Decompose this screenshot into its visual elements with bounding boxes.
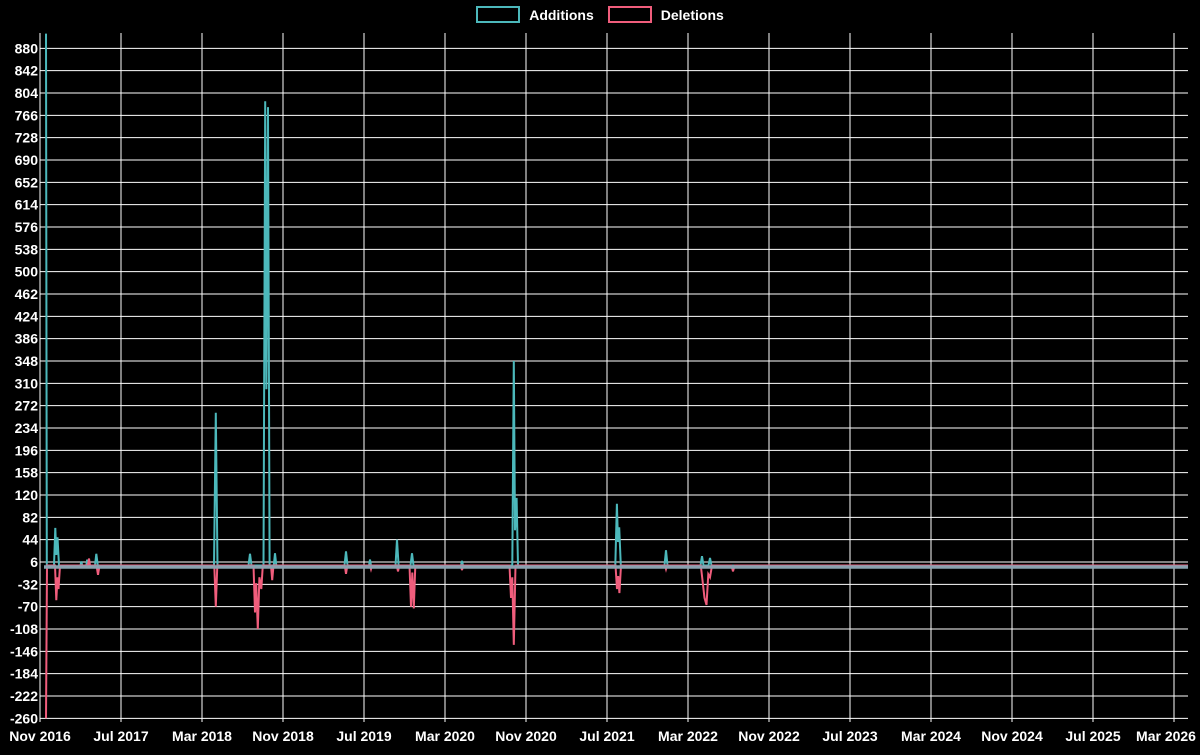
additions-swatch-icon <box>476 6 521 23</box>
x-tick-label: Nov 2022 <box>738 728 800 744</box>
legend-label-additions: Additions <box>529 6 594 23</box>
y-tick-label: 158 <box>15 465 39 481</box>
gridlines <box>39 33 1188 722</box>
y-tick-label: 576 <box>15 219 39 235</box>
x-tick-label: Nov 2020 <box>495 728 557 744</box>
y-tick-label: 82 <box>22 509 38 525</box>
y-tick-label: 44 <box>22 532 38 548</box>
legend-label-deletions: Deletions <box>660 6 724 23</box>
deletions-swatch-icon <box>607 6 652 23</box>
y-tick-label: 728 <box>15 130 39 146</box>
deletions-line <box>45 558 1188 719</box>
y-tick-label: 6 <box>30 554 38 570</box>
x-tick-label: Mar 2026 <box>1136 728 1196 744</box>
y-tick-label: -70 <box>18 599 38 615</box>
y-tick-label: 234 <box>15 420 39 436</box>
y-tick-label: -108 <box>10 621 38 637</box>
axis-labels: 880 842 804 766 728 690 652 614 576 538 500 462 424 3… <box>9 40 1196 744</box>
y-tick-label: 272 <box>15 398 39 414</box>
y-tick-label: -184 <box>10 666 38 682</box>
y-tick-label: 120 <box>15 487 39 503</box>
y-tick-label: 538 <box>15 241 39 257</box>
y-tick-label: 690 <box>15 152 39 168</box>
x-tick-label: Mar 2018 <box>172 728 232 744</box>
legend-item-additions[interactable]: Additions <box>476 6 594 23</box>
x-tick-label: Mar 2024 <box>901 728 961 744</box>
y-tick-label: 386 <box>15 331 39 347</box>
y-tick-label: 196 <box>15 442 39 458</box>
y-tick-label: 310 <box>15 375 39 391</box>
y-tick-label: 424 <box>15 308 39 324</box>
x-tick-label: Jul 2019 <box>336 728 391 744</box>
y-tick-label: 804 <box>15 85 39 101</box>
x-tick-label: Nov 2018 <box>252 728 314 744</box>
y-tick-label: 766 <box>15 107 39 123</box>
y-tick-label: -32 <box>18 576 38 592</box>
legend-item-deletions[interactable]: Deletions <box>607 6 724 23</box>
legend: Additions Deletions <box>0 6 1200 23</box>
y-tick-label: 842 <box>15 63 39 79</box>
x-tick-label: Jul 2021 <box>579 728 634 744</box>
y-tick-label: 652 <box>15 174 39 190</box>
additions-line <box>45 33 1188 567</box>
x-tick-label: Nov 2024 <box>981 728 1043 744</box>
x-tick-label: Nov 2016 <box>9 728 71 744</box>
y-tick-label: -146 <box>10 643 38 659</box>
x-tick-label: Jul 2017 <box>93 728 148 744</box>
y-tick-label: -260 <box>10 710 38 726</box>
y-tick-label: 880 <box>15 40 39 56</box>
y-tick-label: -222 <box>10 688 38 704</box>
y-tick-label: 462 <box>15 286 39 302</box>
x-tick-label: Jul 2025 <box>1065 728 1120 744</box>
y-tick-label: 500 <box>15 264 39 280</box>
y-tick-label: 614 <box>15 197 39 213</box>
x-tick-label: Mar 2020 <box>415 728 475 744</box>
x-tick-label: Jul 2023 <box>822 728 877 744</box>
x-tick-label: Mar 2022 <box>658 728 718 744</box>
y-tick-label: 348 <box>15 353 39 369</box>
